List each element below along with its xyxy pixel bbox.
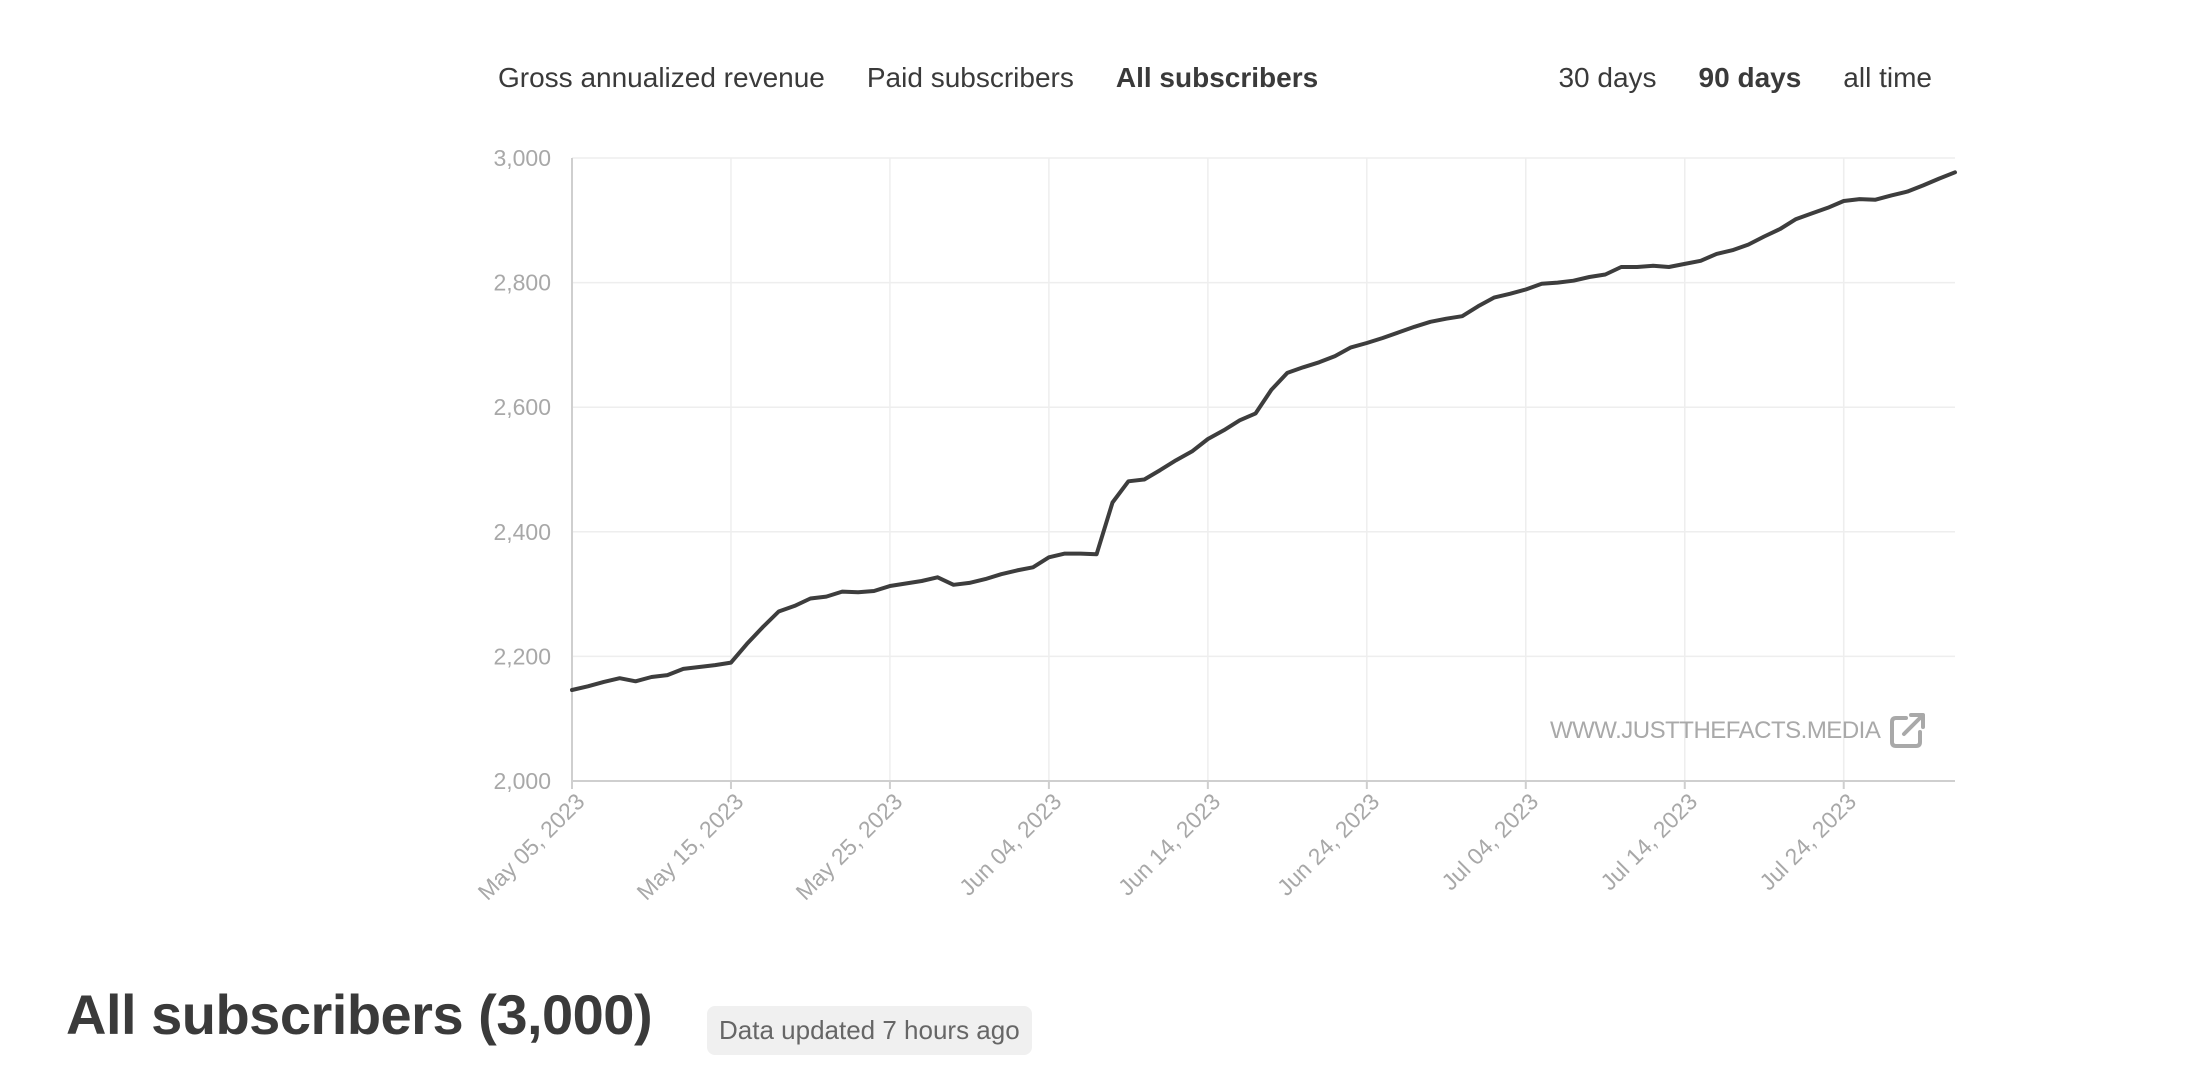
watermark-link[interactable]: WWW.JUSTTHEFACTS.MEDIA [1550,710,1928,752]
axes [571,158,1955,789]
y-tick-label: 2,800 [493,270,551,296]
y-tick-label: 2,200 [493,643,551,669]
range-all-time[interactable]: all time [1843,62,1932,93]
x-tick-label: Jul 14, 2023 [1595,788,1702,895]
x-tick-label: Jun 24, 2023 [1272,788,1384,900]
tab-paid-subscribers[interactable]: Paid subscribers [866,62,1074,93]
series-line [570,170,1957,692]
subscribers-line-chart: 2,000 2,200 2,400 2,600 2,800 3,000 May 05, 2… [473,145,1957,905]
x-tick-label: May 25, 2023 [791,788,908,905]
y-tick-label: 3,000 [493,145,551,171]
y-tick-label: 2,000 [493,768,551,794]
x-tick-label: Jul 24, 2023 [1754,788,1861,895]
x-tick-label: May 05, 2023 [473,788,590,905]
tab-gross-annualized-revenue[interactable]: Gross annualized revenue [498,62,825,93]
data-updated-badge: Data updated 7 hours ago [707,1006,1032,1055]
range-90-days[interactable]: 90 days [1698,62,1802,93]
series-layer [570,170,1957,692]
x-tick-label: Jul 04, 2023 [1436,788,1543,895]
metric-tabs: Gross annualized revenue Paid subscriber… [498,62,1360,94]
tab-all-subscribers[interactable]: All subscribers [1115,62,1319,93]
page-title: All subscribers (3,000) [66,983,653,1046]
y-tick-label: 2,600 [493,394,551,420]
grid-lines [572,157,1955,781]
y-tick-label: 2,400 [493,519,551,545]
x-tick-label: Jun 14, 2023 [1113,788,1225,900]
range-30-days[interactable]: 30 days [1558,62,1657,93]
range-tabs: 30 days 90 days all time [1516,62,1932,94]
x-tick-label: Jun 04, 2023 [954,788,1066,900]
external-link-icon [1890,713,1926,748]
x-tick-labels: May 05, 2023 May 15, 2023 May 25, 2023 Jun … [473,788,1862,905]
y-tick-labels: 2,000 2,200 2,400 2,600 2,800 3,000 [493,145,551,794]
watermark-text: WWW.JUSTTHEFACTS.MEDIA [1550,717,1881,744]
x-tick-label: May 15, 2023 [632,788,749,905]
